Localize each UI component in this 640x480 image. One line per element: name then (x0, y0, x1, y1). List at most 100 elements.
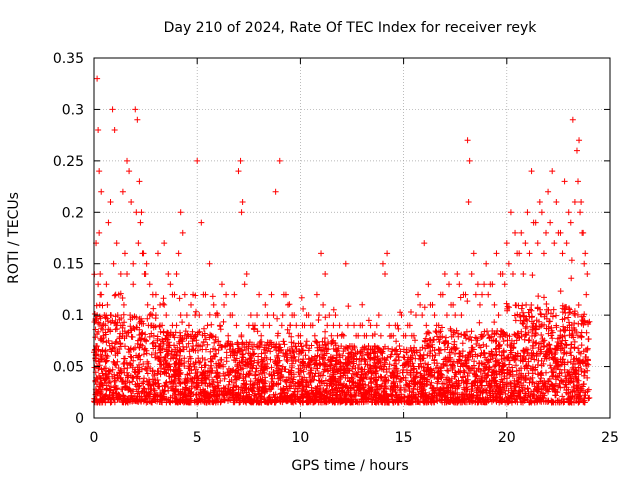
data-point (270, 312, 277, 319)
data-point (576, 137, 583, 144)
data-point (468, 271, 475, 277)
data-point (524, 209, 531, 216)
data-point (212, 312, 219, 319)
data-point (326, 312, 333, 319)
data-point (188, 301, 195, 308)
y-tick-label: 0.15 (53, 257, 84, 273)
plot-frame (93, 57, 611, 419)
data-point (107, 199, 114, 205)
data-point (128, 199, 135, 205)
data-point (237, 157, 244, 164)
data-point (154, 250, 161, 257)
data-point (507, 209, 514, 216)
background-noise-band (91, 257, 593, 406)
data-point (534, 240, 541, 247)
data-point (569, 116, 576, 123)
data-point (344, 322, 351, 329)
data-point (412, 312, 419, 319)
data-point (425, 281, 432, 288)
data-point (235, 168, 242, 175)
data-point (276, 157, 283, 164)
x-axis-title: GPS time / hours (291, 458, 408, 474)
data-point (274, 332, 281, 339)
data-point (206, 260, 213, 267)
data-point (573, 147, 580, 154)
data-point (262, 301, 269, 308)
data-point (530, 219, 537, 226)
data-point (152, 312, 159, 319)
data-point (386, 322, 393, 329)
x-tick-label: 0 (90, 430, 99, 446)
data-point (120, 301, 127, 308)
data-point (365, 343, 372, 349)
data-point (456, 281, 463, 288)
data-point (102, 322, 109, 329)
data-point (406, 322, 413, 329)
data-point (146, 312, 153, 319)
data-point (491, 301, 498, 308)
data-point (95, 127, 102, 133)
data-point (183, 312, 190, 319)
data-point (543, 229, 550, 236)
data-point (181, 291, 188, 298)
data-point (133, 209, 140, 216)
data-point (540, 250, 547, 257)
data-point (415, 291, 422, 298)
data-point (299, 322, 306, 329)
data-point (375, 312, 382, 319)
data-point (114, 312, 121, 319)
data-point (561, 178, 568, 185)
data-point (96, 229, 103, 236)
data-point (351, 322, 358, 329)
data-point (243, 271, 250, 277)
data-point (465, 199, 472, 205)
data-point (225, 332, 232, 339)
data-point (435, 322, 442, 329)
noise-band-markers (91, 257, 593, 406)
data-point (394, 322, 401, 329)
data-point (98, 188, 105, 195)
data-point (485, 291, 492, 298)
data-point (551, 240, 558, 247)
data-point (134, 116, 141, 123)
data-point (169, 291, 176, 298)
data-point (470, 250, 477, 257)
data-point (254, 312, 261, 319)
data-point (421, 240, 428, 247)
data-point (124, 271, 131, 277)
data-point (410, 332, 417, 339)
data-point (379, 260, 386, 267)
data-point (104, 301, 111, 308)
data-point (303, 312, 310, 319)
data-point (583, 291, 590, 298)
data-point (330, 322, 337, 329)
data-point (396, 343, 403, 349)
data-point (417, 301, 424, 308)
data-point (98, 291, 105, 298)
data-point (130, 281, 137, 288)
chart-title: Day 210 of 2024, Rate Of TEC Index for r… (164, 20, 538, 36)
data-point (247, 312, 254, 319)
data-point (223, 291, 230, 298)
data-point (165, 332, 172, 339)
data-point (119, 188, 126, 195)
data-point (452, 312, 459, 319)
y-axis-ticks: 0 0.05 0.1 0.15 0.2 0.25 0.3 0.35 (53, 51, 610, 427)
data-point (272, 188, 279, 195)
data-point (377, 332, 384, 339)
data-point (135, 240, 142, 247)
data-point (266, 322, 273, 329)
data-point (200, 291, 207, 298)
data-point (278, 322, 285, 329)
data-point (443, 312, 450, 319)
data-point (190, 291, 197, 298)
data-point (458, 312, 465, 319)
data-point (260, 322, 267, 329)
data-point (146, 281, 153, 288)
data-point (318, 250, 325, 257)
data-point (464, 137, 471, 144)
data-point (287, 322, 294, 329)
data-point (139, 250, 146, 257)
y-axis-title: ROTI / TECUs (6, 192, 22, 284)
data-point (357, 322, 364, 329)
